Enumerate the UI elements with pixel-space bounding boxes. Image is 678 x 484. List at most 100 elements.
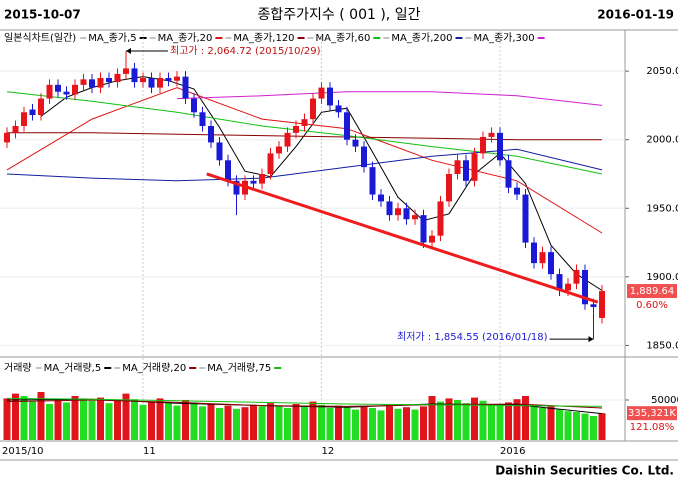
candle-body <box>429 235 435 243</box>
volume-bar <box>445 398 453 440</box>
volume-bar <box>258 406 266 440</box>
candle-body <box>556 274 563 291</box>
candle-body <box>114 73 121 83</box>
last-volume-tag <box>627 406 677 421</box>
candle-body <box>4 132 10 143</box>
volume-bar <box>216 408 223 440</box>
volume-bar <box>428 396 436 440</box>
candle-body <box>301 119 308 126</box>
volume-bar <box>573 412 580 440</box>
legend-entry: MA_종가,300 <box>473 32 534 44</box>
candle-body <box>488 132 495 137</box>
volume-bar <box>343 407 351 440</box>
volume-bar <box>335 405 342 440</box>
chart-title: 종합주가지수 ( 001 ), 일간 <box>258 7 421 23</box>
candle-body <box>446 173 452 202</box>
volume-bar <box>488 404 495 440</box>
volume-bar <box>165 403 172 440</box>
candle-body <box>480 136 486 154</box>
volume-bar <box>114 400 121 440</box>
x-tick-label: 2016 <box>500 446 525 457</box>
legend-entry: MA_거래량,75 <box>207 362 271 374</box>
candle-body <box>63 91 70 95</box>
legend-entry: MA_종가,20 <box>158 32 213 44</box>
y-tick-label: 2000.00 <box>646 135 678 146</box>
candle-body <box>386 201 393 216</box>
candle-body <box>514 187 520 195</box>
volume-bar <box>292 404 300 440</box>
candle-body <box>539 252 546 264</box>
volume-bar <box>182 400 189 440</box>
volume-bar <box>496 405 504 440</box>
candle-body <box>106 77 112 83</box>
candle-body <box>208 125 214 143</box>
volume-bar <box>224 405 232 440</box>
volume-bar <box>420 406 427 440</box>
volume-bar <box>122 393 130 440</box>
legend-entry: MA_종가,5 <box>88 32 136 44</box>
candle-body <box>225 160 231 181</box>
last-price-tag <box>627 284 677 299</box>
volume-bar <box>3 398 11 440</box>
candle-body <box>463 160 469 181</box>
volume-bar <box>148 401 155 440</box>
candle-body <box>131 68 138 83</box>
candle-body <box>522 194 529 243</box>
volume-bar <box>513 399 521 440</box>
candle-body <box>344 112 350 140</box>
high-annotation: 최고가 : 2,064.72 (2015/10/29) <box>170 45 321 57</box>
candle-body <box>471 153 478 181</box>
legend-entry: MA_종가,120 <box>233 32 294 44</box>
candle-body <box>327 87 333 106</box>
volume-bar <box>437 401 444 440</box>
volume-bar <box>530 404 538 440</box>
arrow-head <box>126 47 131 54</box>
x-tick-label: 11 <box>143 446 156 457</box>
volume-bar <box>581 413 589 440</box>
volume-bar <box>46 404 53 440</box>
legend-entry: MA_종가,60 <box>316 32 371 44</box>
volume-bar <box>267 403 274 440</box>
volume-bar <box>522 396 529 440</box>
candle-body <box>233 180 240 195</box>
volume-bar <box>275 405 283 440</box>
candle-body <box>599 291 605 318</box>
candle-body <box>284 132 291 147</box>
x-tick-label: 12 <box>322 446 335 457</box>
candle-body <box>531 242 537 264</box>
candle-body <box>46 84 53 99</box>
volume-bar <box>539 408 546 440</box>
volume-bar <box>190 402 198 440</box>
volume-bar <box>29 401 36 440</box>
volume-bar <box>250 404 257 440</box>
candle-body <box>318 87 325 99</box>
change-pct: 0.60% <box>636 300 668 311</box>
legend-entry: MA_종가,200 <box>391 32 452 44</box>
last-price: 1,889.64 <box>630 286 675 297</box>
candle-body <box>38 98 44 116</box>
candle-body <box>293 125 299 133</box>
volume-bar <box>71 396 79 440</box>
volume-bar <box>156 398 164 440</box>
candle-body <box>267 153 274 174</box>
arrow-head <box>588 336 594 343</box>
volume-bar <box>301 406 308 440</box>
candle-body <box>310 98 316 120</box>
candle-body <box>378 194 384 202</box>
candle-body <box>80 79 87 85</box>
volume-bar <box>369 408 376 440</box>
candle-body <box>505 160 512 188</box>
candle-body <box>97 77 104 88</box>
volume-bar <box>454 400 461 440</box>
volume-bar <box>63 402 70 440</box>
volume-bar <box>352 409 359 440</box>
y-tick-label: 2050.00 <box>646 66 678 77</box>
legend-entry: MA_거래량,5 <box>44 362 102 374</box>
low-annotation: 최저가 : 1,854.55 (2016/01/18) <box>397 331 548 343</box>
candle-body <box>497 132 503 161</box>
y-tick-label: 1850.00 <box>646 340 678 351</box>
candle-body <box>582 269 588 305</box>
y-tick-label: 50000 <box>651 395 678 406</box>
volume-bar <box>479 400 487 440</box>
volume-bar <box>462 403 470 440</box>
